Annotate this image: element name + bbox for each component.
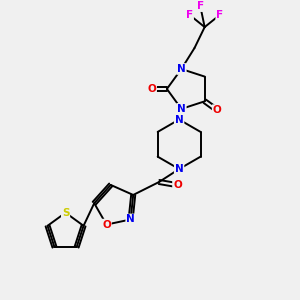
Text: O: O (102, 220, 111, 230)
Text: S: S (62, 208, 69, 218)
Text: N: N (177, 104, 186, 114)
Text: N: N (175, 164, 184, 174)
Text: O: O (213, 105, 221, 115)
Text: F: F (197, 1, 204, 11)
Text: F: F (186, 10, 193, 20)
Text: N: N (177, 64, 186, 74)
Text: F: F (216, 10, 224, 20)
Text: O: O (173, 180, 182, 190)
Text: O: O (147, 84, 156, 94)
Text: N: N (126, 214, 135, 224)
Text: N: N (175, 115, 184, 124)
